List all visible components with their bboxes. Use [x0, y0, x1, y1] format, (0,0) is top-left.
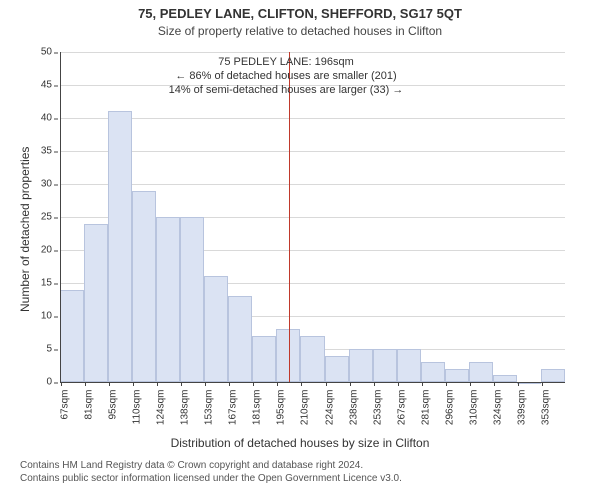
xtick-mark [326, 382, 327, 386]
xtick-label: 296sqm [444, 390, 455, 450]
ytick-label: 10 [30, 311, 52, 322]
xtick-label: 238sqm [348, 390, 359, 450]
xtick-label: 224sqm [324, 390, 335, 450]
xtick-mark [253, 382, 254, 386]
gridline [60, 151, 565, 152]
xtick-label: 339sqm [516, 390, 527, 450]
annotation-box: 75 PEDLEY LANE: 196sqm ← 86% of detached… [146, 56, 426, 97]
xtick-mark [181, 382, 182, 386]
ytick-label: 20 [30, 245, 52, 256]
reference-rule [289, 52, 290, 382]
ytick-label: 25 [30, 212, 52, 223]
histogram-bar [84, 224, 108, 382]
plot-area [60, 52, 565, 382]
xtick-mark [446, 382, 447, 386]
footer: Contains HM Land Registry data © Crown c… [20, 460, 402, 485]
xtick-label: 353sqm [540, 390, 551, 450]
chart-wrap: 75, PEDLEY LANE, CLIFTON, SHEFFORD, SG17… [0, 0, 600, 500]
histogram-bar [228, 296, 252, 382]
footer-line-1: Contains HM Land Registry data © Crown c… [20, 460, 402, 473]
ytick-label: 40 [30, 113, 52, 124]
xtick-mark [85, 382, 86, 386]
gridline [60, 184, 565, 185]
xtick-label: 324sqm [492, 390, 503, 450]
xtick-label: 281sqm [420, 390, 431, 450]
xtick-mark [109, 382, 110, 386]
xtick-mark [229, 382, 230, 386]
xtick-label: 310sqm [468, 390, 479, 450]
x-axis-line [60, 382, 565, 383]
xtick-label: 110sqm [132, 390, 143, 450]
xtick-label: 210sqm [300, 390, 311, 450]
ytick-label: 35 [30, 146, 52, 157]
histogram-bar [541, 369, 565, 382]
xtick-mark [422, 382, 423, 386]
ytick-label: 50 [30, 47, 52, 58]
histogram-bar [325, 356, 349, 382]
xtick-label: 95sqm [108, 390, 119, 450]
xtick-mark [61, 382, 62, 386]
xtick-mark [470, 382, 471, 386]
xtick-label: 195sqm [276, 390, 287, 450]
xtick-label: 124sqm [156, 390, 167, 450]
ytick-label: 45 [30, 80, 52, 91]
gridline [60, 52, 565, 53]
histogram-bar [132, 191, 156, 382]
xtick-mark [350, 382, 351, 386]
xtick-mark [398, 382, 399, 386]
histogram-bar [156, 217, 180, 382]
ytick-label: 30 [30, 179, 52, 190]
xtick-label: 67sqm [60, 390, 71, 450]
annotation-line-1: 75 PEDLEY LANE: 196sqm [146, 56, 426, 70]
xtick-mark [518, 382, 519, 386]
xtick-mark [374, 382, 375, 386]
xtick-label: 253sqm [372, 390, 383, 450]
xtick-label: 153sqm [204, 390, 215, 450]
histogram-bar [300, 336, 324, 382]
histogram-bar [204, 276, 228, 382]
xtick-label: 138sqm [180, 390, 191, 450]
annotation-line-3: 14% of semi-detached houses are larger (… [146, 84, 426, 98]
histogram-bar [252, 336, 276, 382]
histogram-bar [349, 349, 373, 382]
histogram-bar [60, 290, 84, 382]
annotation-line-2: ← 86% of detached houses are smaller (20… [146, 70, 426, 84]
histogram-bar [180, 217, 204, 382]
footer-line-2: Contains public sector information licen… [20, 473, 402, 486]
histogram-bar [373, 349, 397, 382]
xtick-label: 167sqm [228, 390, 239, 450]
histogram-bar [469, 362, 493, 382]
ytick-label: 0 [30, 377, 52, 388]
chart-title: 75, PEDLEY LANE, CLIFTON, SHEFFORD, SG17… [0, 6, 600, 21]
xtick-mark [133, 382, 134, 386]
xtick-mark [205, 382, 206, 386]
histogram-bar [445, 369, 469, 382]
ytick-label: 5 [30, 344, 52, 355]
histogram-bar [397, 349, 421, 382]
xtick-mark [301, 382, 302, 386]
histogram-bar [421, 362, 445, 382]
xtick-mark [494, 382, 495, 386]
chart-subtitle: Size of property relative to detached ho… [0, 24, 600, 38]
xtick-mark [542, 382, 543, 386]
xtick-mark [277, 382, 278, 386]
xtick-mark [157, 382, 158, 386]
xtick-label: 81sqm [84, 390, 95, 450]
histogram-bar [493, 375, 517, 382]
y-axis-line [60, 52, 61, 382]
xtick-label: 267sqm [396, 390, 407, 450]
ytick-label: 15 [30, 278, 52, 289]
xtick-label: 181sqm [252, 390, 263, 450]
histogram-bar [108, 111, 132, 382]
gridline [60, 118, 565, 119]
